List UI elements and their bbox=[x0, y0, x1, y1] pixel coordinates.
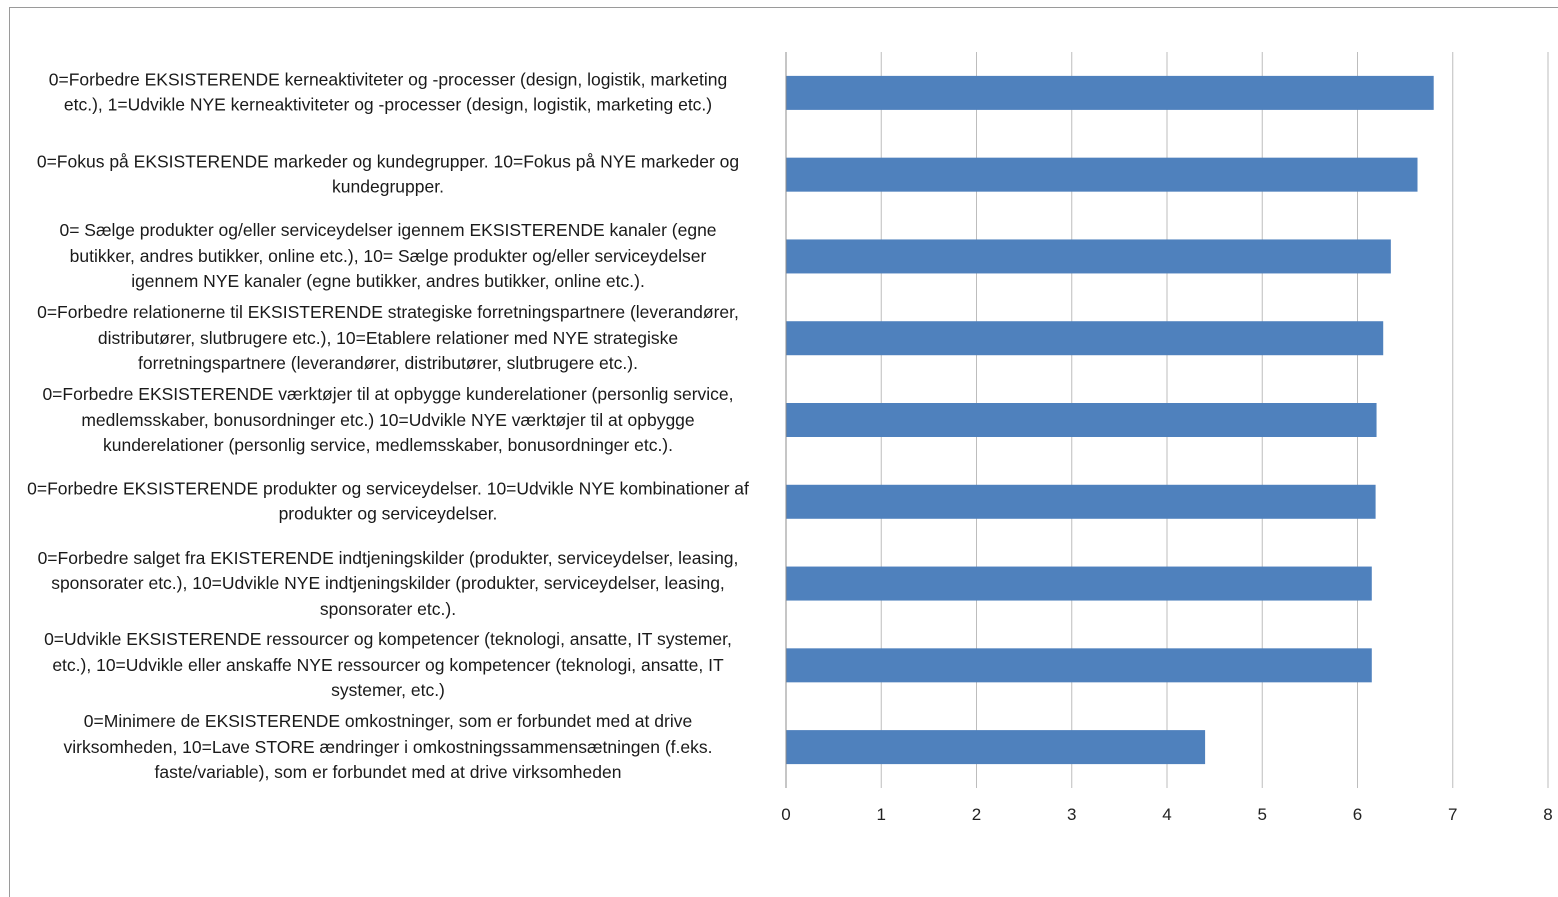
bars bbox=[786, 75, 1434, 765]
category-label: 0=Forbedre relationerne til EKSISTERENDE… bbox=[37, 301, 739, 373]
x-tick-label: 1 bbox=[876, 805, 886, 824]
x-tick-label: 4 bbox=[1162, 805, 1172, 824]
category-label: 0= Sælge produkter og/eller serviceydels… bbox=[59, 220, 717, 292]
chart-frame bbox=[9, 7, 1558, 897]
category-label: 0=Udvikle EKSISTERENDE ressourcer og kom… bbox=[44, 629, 732, 701]
bar bbox=[786, 566, 1372, 601]
bar bbox=[786, 648, 1372, 683]
category-label: 0=Fokus på EKSISTERENDE markeder og kund… bbox=[36, 151, 740, 197]
bar bbox=[786, 157, 1418, 192]
x-tick-label: 7 bbox=[1448, 805, 1458, 824]
x-tick-label: 6 bbox=[1352, 805, 1363, 824]
x-tick-label: 3 bbox=[1067, 805, 1077, 824]
category-label: 0=Forbedre EKSISTERENDE produkter og ser… bbox=[27, 478, 749, 524]
category-label: 0=Forbedre EKSISTERENDE kerneaktiviteter… bbox=[48, 69, 728, 115]
x-tick-label: 0 bbox=[781, 805, 791, 824]
x-tick-label: 8 bbox=[1543, 805, 1553, 824]
category-label: 0=Minimere de EKSISTERENDE omkostninger,… bbox=[63, 710, 713, 782]
x-tick-label: 5 bbox=[1257, 805, 1267, 824]
bar bbox=[786, 321, 1384, 356]
category-label: 0=Forbedre salget fra EKISTERENDE indtje… bbox=[37, 547, 739, 619]
category-label: 0=Forbedre EKSISTERENDE værktøjer til at… bbox=[42, 383, 734, 455]
bar bbox=[786, 75, 1434, 110]
bar bbox=[786, 239, 1391, 274]
bar bbox=[786, 484, 1376, 519]
bar bbox=[786, 403, 1377, 437]
x-tick-label: 2 bbox=[971, 805, 982, 824]
bar bbox=[786, 730, 1206, 765]
